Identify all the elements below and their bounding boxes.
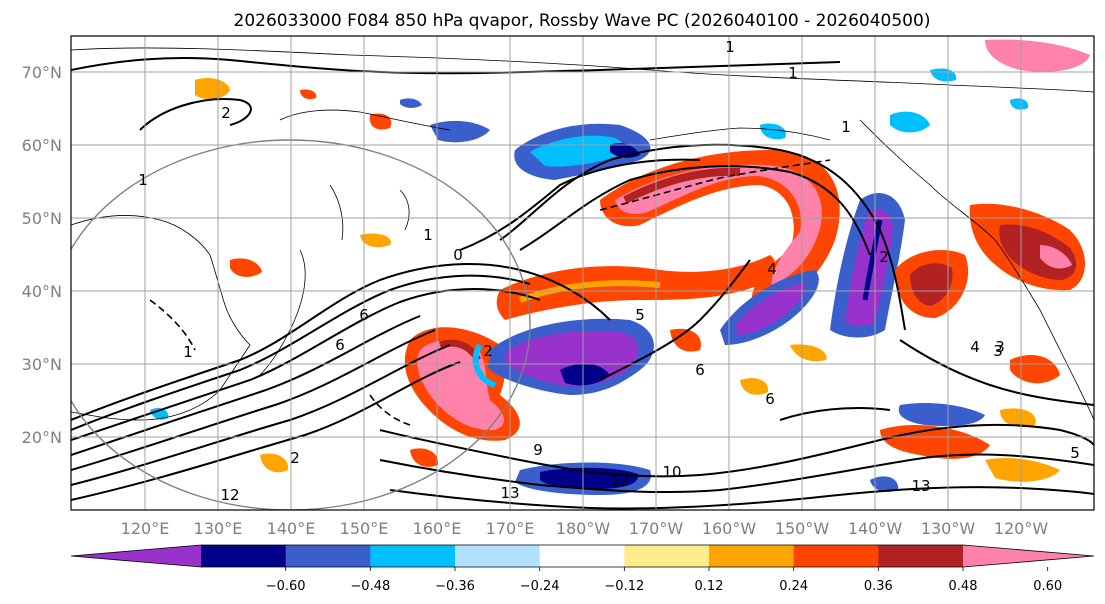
colorbar-swatch — [624, 545, 710, 567]
contour-value-label: 1 — [183, 343, 193, 361]
lon-tick-label: 180°W — [556, 519, 611, 538]
colorbar-ticks: −0.60 −0.48 −0.36 −0.24 −0.12 0.12 0.24 0.36 0.4… — [266, 567, 1062, 594]
lon-tick-label: 120°W — [994, 519, 1049, 538]
contour-value-label: 1 — [138, 171, 148, 189]
colorbar-tick-label: 0.60 — [1033, 579, 1062, 594]
gridlines — [71, 36, 1094, 510]
colorbar-swatch — [878, 545, 964, 567]
lon-tick-label: 140°W — [848, 519, 903, 538]
contour-value-label: 0 — [453, 246, 463, 264]
lat-tick-label: 50°N — [22, 209, 62, 228]
lon-tick-label: 120°E — [121, 519, 170, 538]
colorbar-swatch — [455, 545, 541, 567]
colorbar-swatches — [70, 544, 1095, 568]
contour-value-label: 13 — [911, 477, 930, 495]
colorbar-tick-label: −0.12 — [604, 579, 644, 594]
lon-tick-label: 130°W — [921, 519, 976, 538]
colorbar-extend-high — [963, 545, 1094, 567]
colorbar-swatch — [285, 545, 371, 567]
contour-value-label: 12 — [220, 486, 239, 504]
contour-value-label: 2 — [879, 248, 889, 266]
lon-tick-label: 150°W — [775, 519, 830, 538]
rossby-contours — [71, 57, 1094, 510]
longitude-labels: 120°E 130°E 140°E 150°E 160°E 170°E 180°W 170°W… — [121, 519, 1049, 538]
lat-tick-label: 70°N — [22, 63, 62, 82]
colorbar-tick-label: −0.48 — [350, 579, 390, 594]
lon-tick-label: 170°E — [486, 519, 535, 538]
colorbar-tick-label: −0.24 — [520, 579, 560, 594]
colorbar-tick-label: 0.36 — [864, 579, 893, 594]
contour-value-label: 5 — [635, 306, 645, 324]
contour-value-label: 4 — [970, 338, 980, 356]
lon-tick-label: 160°W — [702, 519, 757, 538]
contour-value-label: 1 — [788, 64, 798, 82]
colorbar-tick-label: 0.48 — [949, 579, 978, 594]
colorbar-tick-label: −0.60 — [266, 579, 306, 594]
contour-value-label: 3 — [995, 338, 1005, 356]
contour-value-label: 3 — [993, 342, 1003, 360]
colorbar-extend-low — [71, 545, 201, 567]
colorbar: −0.60 −0.48 −0.36 −0.24 −0.12 0.12 0.24 0.36 0.4… — [70, 544, 1095, 594]
contour-value-label: 1 — [423, 226, 433, 244]
colorbar-swatch — [709, 545, 795, 567]
latitude-labels: 70°N 60°N 50°N 40°N 30°N 20°N — [22, 63, 62, 447]
contour-value-label: 2 — [483, 342, 493, 360]
lon-tick-label: 170°W — [629, 519, 684, 538]
lon-tick-label: 130°E — [194, 519, 243, 538]
lon-tick-label: 160°E — [413, 519, 462, 538]
contour-value-label: 1 — [841, 118, 851, 136]
contour-value-label: 2 — [221, 104, 231, 122]
lat-tick-label: 40°N — [22, 282, 62, 301]
lon-tick-label: 150°E — [340, 519, 389, 538]
contour-value-label: 6 — [695, 361, 705, 379]
colorbar-swatch — [539, 545, 625, 567]
contour-value-label: 6 — [359, 306, 369, 324]
contour-value-label: 10 — [662, 463, 681, 481]
figure-title: 2026033000 F084 850 hPa qvapor, Rossby W… — [234, 11, 931, 31]
colorbar-swatch — [201, 545, 287, 567]
colorbar-swatch — [793, 545, 879, 567]
projection-boundary — [71, 139, 531, 510]
colorbar-tick-label: 0.12 — [695, 579, 724, 594]
contour-value-label: 2 — [290, 449, 300, 467]
map-frame — [70, 35, 1095, 511]
contour-value-label: 9 — [533, 441, 543, 459]
colorbar-tick-label: 0.24 — [779, 579, 808, 594]
colorbar-tick-label: −0.36 — [435, 579, 475, 594]
lon-tick-label: 140°E — [267, 519, 316, 538]
contour-value-label: 6 — [335, 336, 345, 354]
lat-tick-label: 30°N — [22, 355, 62, 374]
lat-tick-label: 20°N — [22, 428, 62, 447]
contour-value-label: 4 — [767, 260, 777, 278]
contour-value-label: 5 — [1070, 444, 1080, 462]
negative-contours — [149, 159, 831, 426]
lat-tick-label: 60°N — [22, 136, 62, 155]
colorbar-swatch — [370, 545, 456, 567]
contour-value-label: 6 — [765, 390, 775, 408]
contour-value-label: 1 — [725, 38, 735, 56]
contour-value-label: 12 — [610, 471, 629, 489]
colorbar-outline — [70, 544, 1095, 568]
contour-value-label: 13 — [500, 484, 519, 502]
